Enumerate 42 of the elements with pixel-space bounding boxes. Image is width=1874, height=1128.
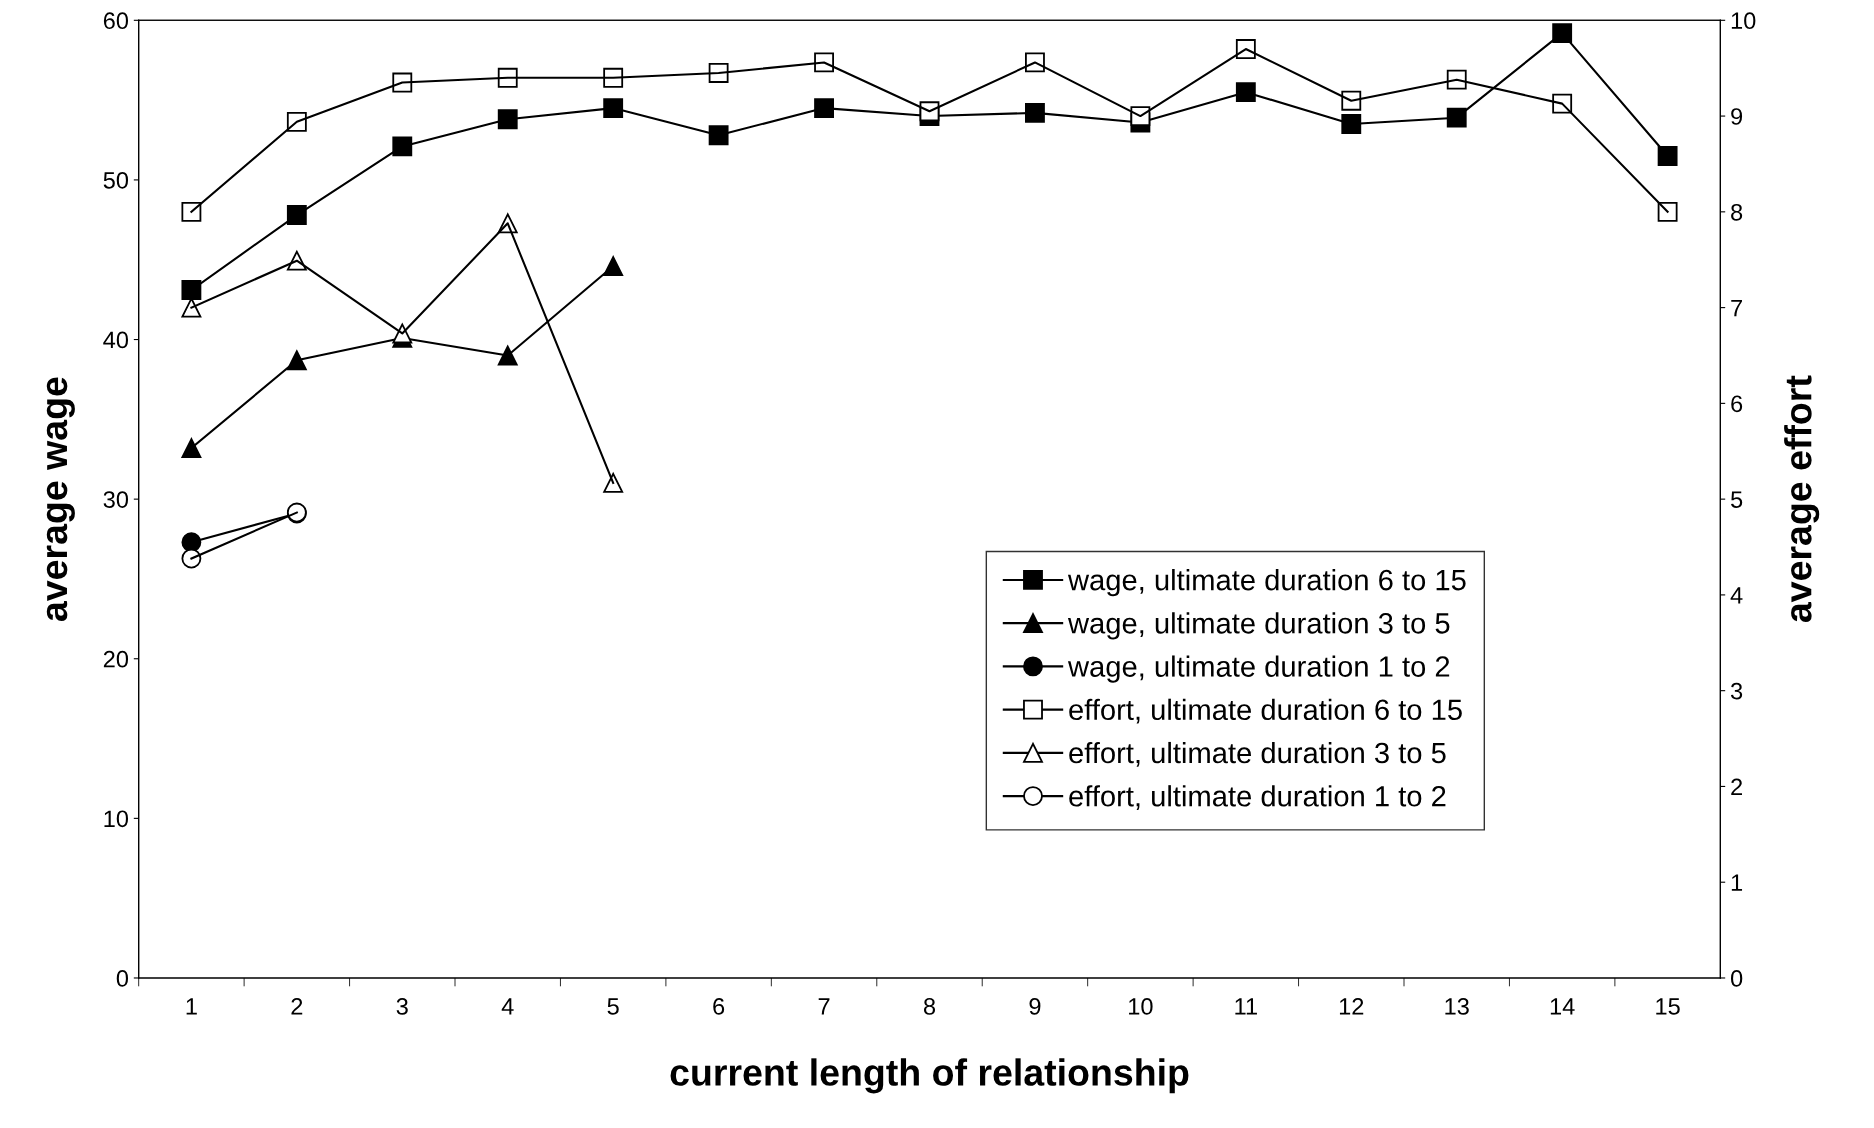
x-tick-label: 11 (1235, 998, 1257, 1015)
x-tick-label: 1 (186, 998, 197, 1015)
legend-label: effort, ultimate duration 1 to 2 (1069, 785, 1446, 811)
y2-tick-label: 8 (1731, 203, 1743, 221)
y2-tick-label: 5 (1731, 491, 1743, 508)
y-tick-label: 40 (103, 331, 129, 349)
y2-tick-label: 3 (1730, 682, 1743, 700)
x-tick-label: 7 (818, 998, 830, 1015)
y2-tick-label: 4 (1730, 587, 1743, 604)
x-tick-label: 13 (1445, 998, 1469, 1015)
x-tick-label: 15 (1656, 998, 1680, 1015)
legend-label: wage, ultimate duration 3 to 5 (1067, 612, 1450, 640)
y-tick-label: 20 (103, 650, 129, 668)
x-tick-label: 14 (1550, 998, 1575, 1015)
legend-label: effort, ultimate duration 6 to 15 (1069, 698, 1462, 724)
y2-tick-label: 2 (1731, 778, 1742, 795)
y-tick-label: 50 (103, 171, 129, 189)
x-tick-label: 9 (1029, 998, 1041, 1015)
y2-tick-label: 7 (1731, 299, 1742, 317)
x-tick-label: 4 (501, 998, 514, 1015)
y2-axis-title: average effort (1784, 375, 1820, 623)
x-tick-label: 5 (607, 998, 619, 1015)
x-tick-label: 6 (713, 998, 725, 1015)
y2-tick-label: 0 (1730, 970, 1743, 987)
x-tick-label: 3 (396, 998, 408, 1015)
y-tick-label: 60 (103, 12, 129, 30)
x-tick-label: 12 (1339, 998, 1364, 1015)
legend-label: wage, ultimate duration 1 to 2 (1067, 655, 1450, 683)
y-tick-label: 30 (103, 491, 129, 508)
x-axis-title: current length of relationship (670, 1058, 1189, 1094)
y2-tick-label: 9 (1731, 108, 1743, 125)
x-tick-label: 8 (923, 998, 936, 1015)
y2-tick-label: 1 (1731, 874, 1743, 891)
legend-label: wage, ultimate duration 6 to 15 (1067, 569, 1466, 597)
y-tick-label: 0 (116, 970, 129, 987)
y-tick-label: 10 (104, 810, 129, 828)
legend-label: effort, ultimate duration 3 to 5 (1069, 741, 1446, 767)
x-tick-label: 2 (291, 998, 303, 1015)
y2-tick-label: 6 (1731, 395, 1743, 413)
y-axis-title: average wage (46, 377, 75, 622)
y2-tick-label: 10 (1731, 12, 1756, 30)
x-tick-label: 10 (1129, 998, 1153, 1015)
